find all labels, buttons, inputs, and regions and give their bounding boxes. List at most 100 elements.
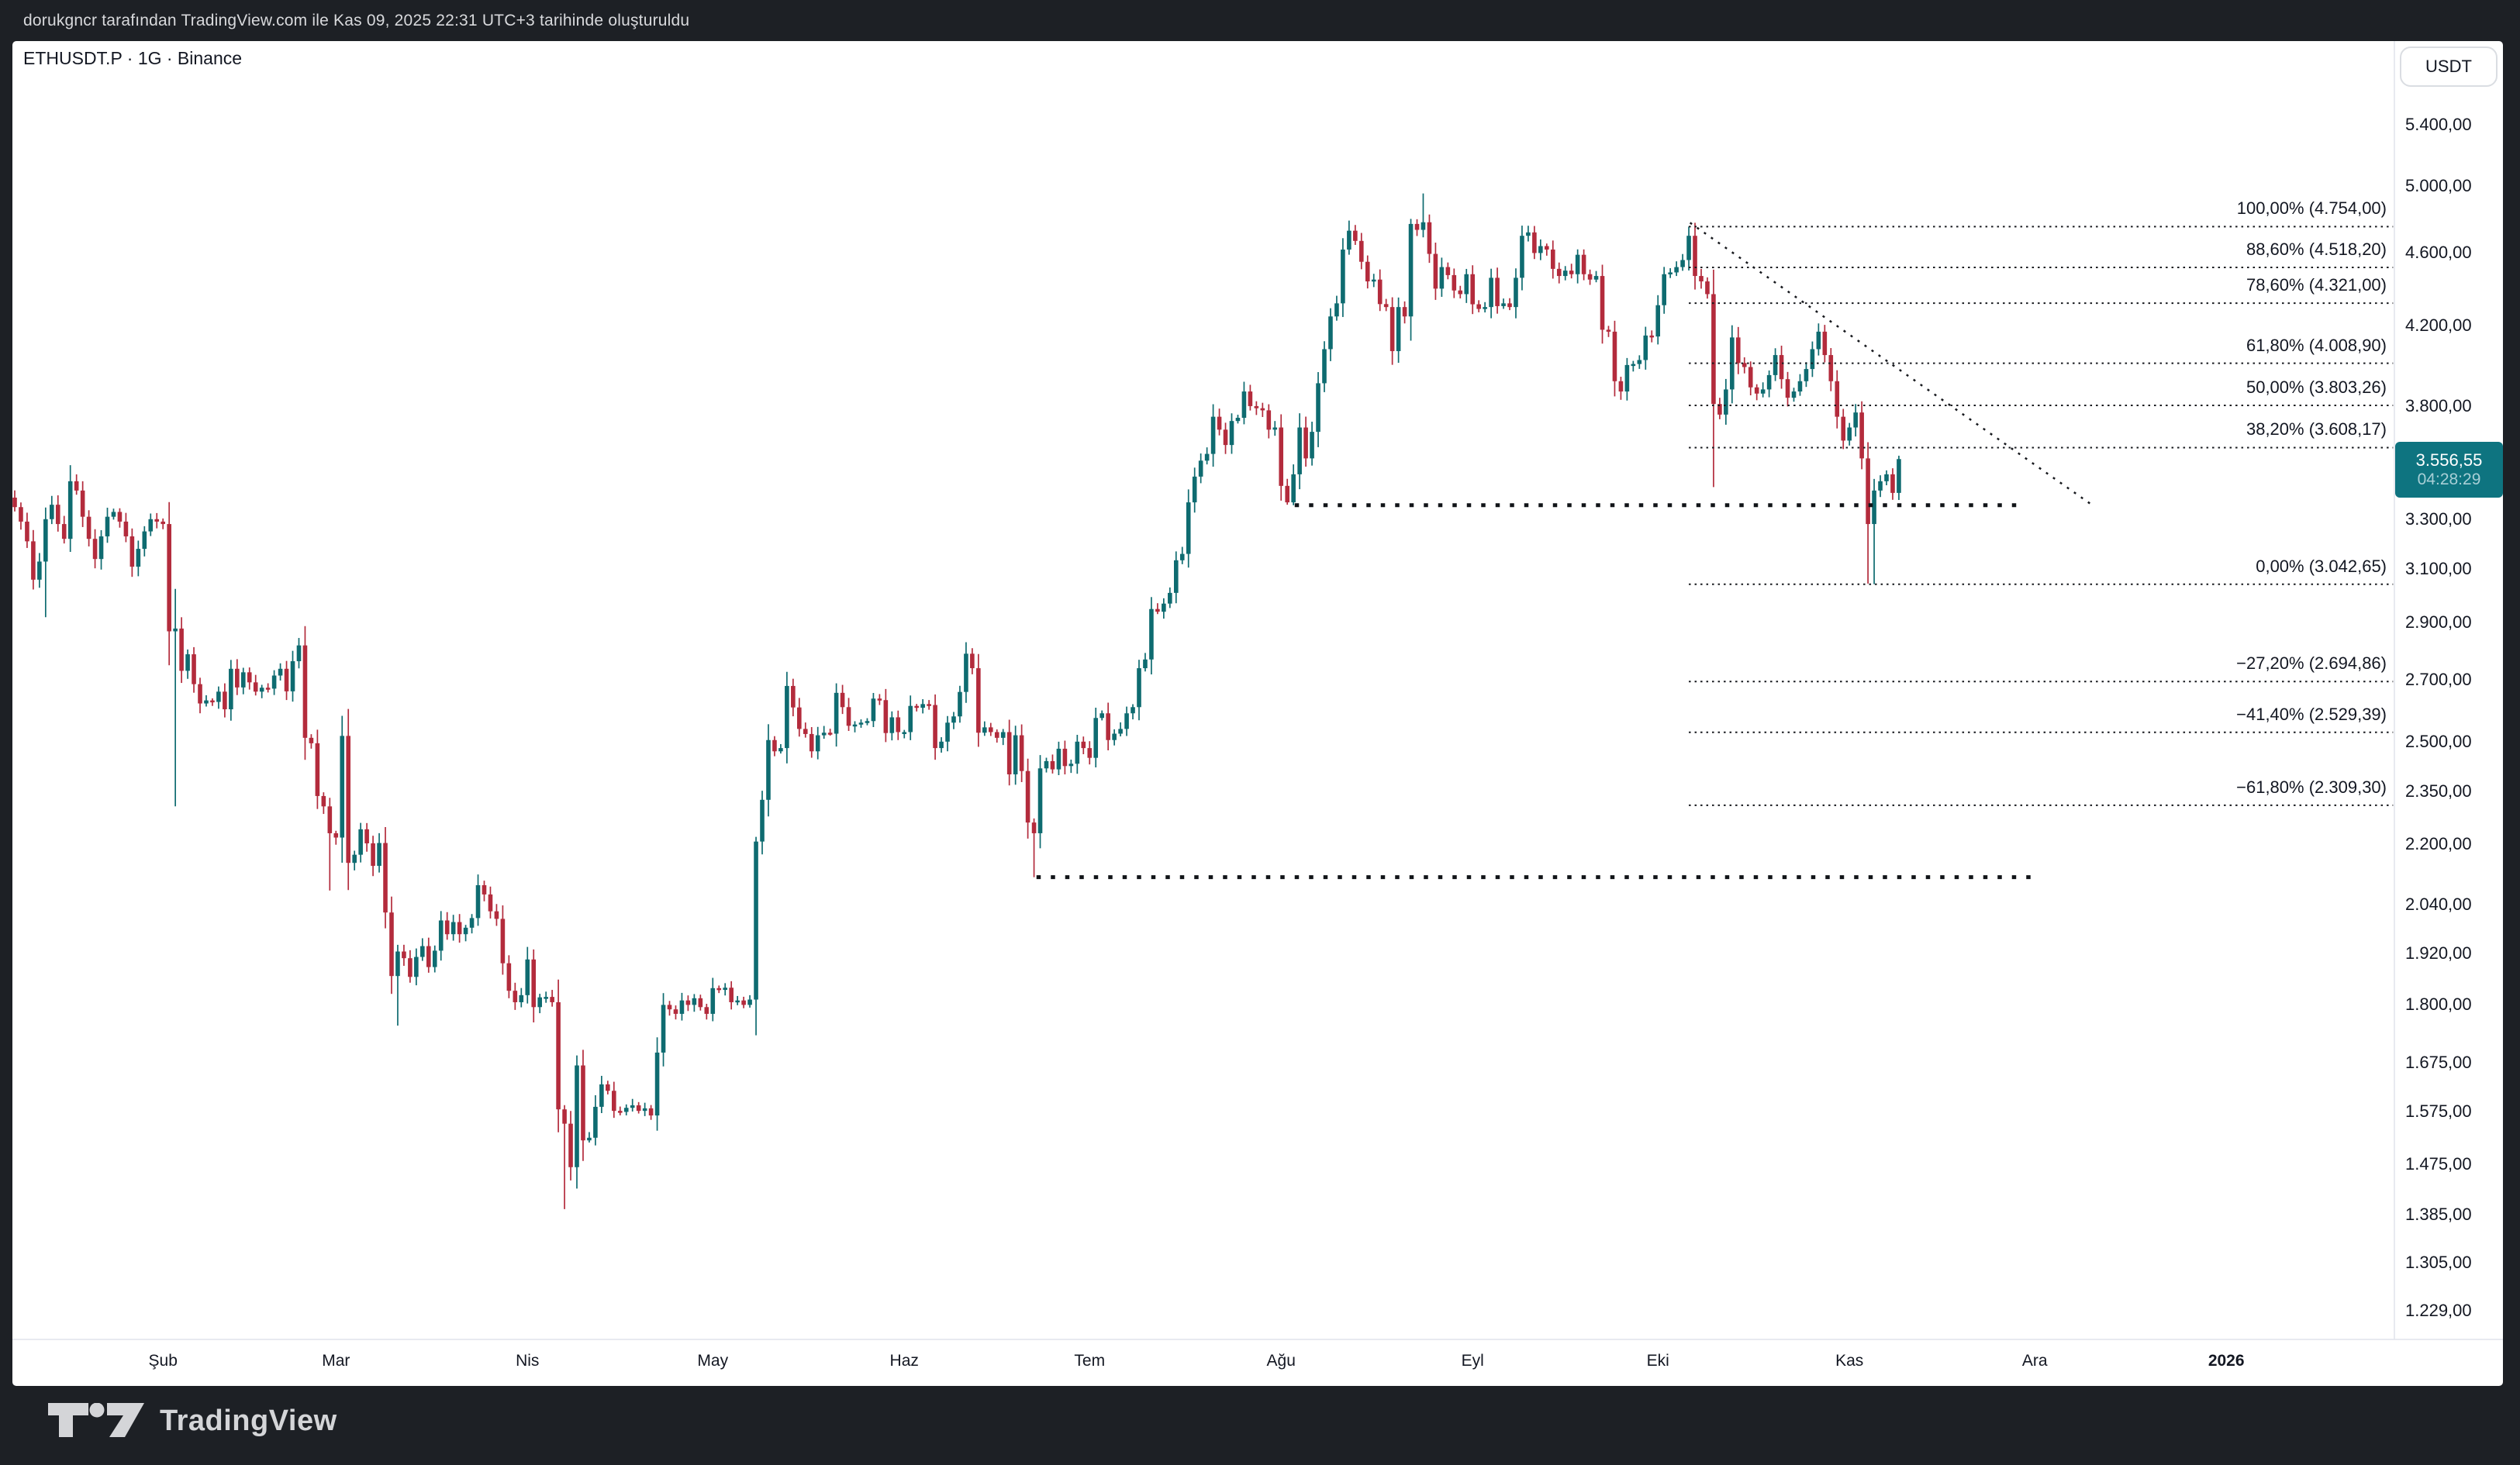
fib-level-label: 61,80% (4.008,90) — [2246, 335, 2387, 355]
candle-body — [1162, 603, 1166, 612]
candle-body — [358, 829, 363, 855]
candle-body — [654, 1052, 660, 1116]
price-axis-label[interactable]: 3.100,00 — [2405, 559, 2472, 579]
time-axis-label[interactable]: Tem — [1074, 1352, 1106, 1370]
time-axis-label[interactable]: Nis — [516, 1352, 540, 1370]
price-axis-label[interactable]: 1.475,00 — [2405, 1154, 2472, 1174]
time-axis-label[interactable]: Mar — [322, 1352, 350, 1370]
candle-body — [593, 1106, 598, 1138]
candle-body — [1427, 222, 1432, 254]
candle-body — [791, 685, 796, 708]
price-axis-label[interactable]: 5.400,00 — [2405, 114, 2472, 134]
candle-body — [61, 524, 67, 539]
price-axis-label[interactable]: 1.305,00 — [2405, 1252, 2472, 1272]
candle-body — [494, 911, 499, 919]
candle-body — [945, 722, 950, 742]
candle-body — [871, 698, 876, 722]
price-axis-label[interactable]: 1.800,00 — [2405, 994, 2472, 1015]
price-axis-label[interactable]: 2.700,00 — [2405, 670, 2472, 690]
fib-level-label: 78,60% (4.321,00) — [2246, 275, 2387, 295]
candle-body — [1637, 360, 1642, 364]
price-axis-label[interactable]: 2.500,00 — [2405, 731, 2472, 751]
candle-body — [630, 1105, 635, 1108]
fib-level-label: 50,00% (3.803,26) — [2246, 377, 2387, 398]
candle-body — [1797, 381, 1803, 392]
candle-body — [537, 997, 542, 1008]
candle-body — [1674, 267, 1679, 273]
candle-body — [852, 724, 858, 727]
candle-body — [988, 727, 993, 732]
time-axis-label[interactable]: Eki — [1646, 1352, 1669, 1370]
candle-body — [568, 1123, 573, 1167]
candle-body — [1328, 316, 1333, 350]
candle-body — [333, 832, 339, 838]
candle-body — [599, 1084, 604, 1107]
time-axis-label[interactable]: 2026 — [2208, 1352, 2245, 1370]
price-axis-label[interactable]: 2.040,00 — [2405, 895, 2472, 914]
price-axis-label[interactable]: 1.575,00 — [2405, 1101, 2472, 1122]
price-axis-label[interactable]: 2.900,00 — [2405, 612, 2472, 633]
candle-body — [1322, 349, 1327, 384]
price-axis-label[interactable]: 3.800,00 — [2405, 395, 2472, 415]
price-axis-label[interactable]: 1.229,00 — [2405, 1300, 2472, 1320]
price-axis-label[interactable]: 4.600,00 — [2405, 243, 2472, 263]
candle-body — [1556, 268, 1562, 277]
price-axis-label[interactable]: 2.200,00 — [2405, 833, 2472, 853]
candle-body — [1872, 490, 1876, 525]
price-axis-label[interactable]: 2.350,00 — [2405, 781, 2472, 801]
candle-body — [1507, 303, 1512, 308]
candle-body — [426, 946, 431, 967]
candle-body — [1717, 404, 1722, 415]
time-axis-label[interactable]: Şub — [148, 1352, 178, 1370]
time-axis-label[interactable]: May — [697, 1352, 729, 1370]
price-axis-label[interactable]: 1.920,00 — [2405, 943, 2472, 963]
price-axis-label[interactable]: 5.000,00 — [2405, 176, 2472, 196]
candle-body — [210, 700, 215, 703]
price-axis-label[interactable]: 1.385,00 — [2405, 1205, 2472, 1225]
candle-body — [50, 505, 54, 519]
time-axis-label[interactable]: Kas — [1835, 1352, 1864, 1370]
candle-body — [1562, 271, 1568, 277]
candle-body — [1897, 459, 1901, 493]
candle-body — [1433, 253, 1438, 289]
tradingview-logo-icon — [48, 1403, 144, 1437]
time-axis-label[interactable]: Ağu — [1266, 1352, 1296, 1370]
candle-body — [1760, 389, 1766, 394]
time-axis-label[interactable]: Eyl — [1461, 1352, 1484, 1370]
price-axis-label[interactable]: 4.200,00 — [2405, 315, 2472, 336]
candle-body — [1285, 485, 1290, 503]
candle-body — [192, 654, 196, 684]
candle-body — [1408, 223, 1414, 317]
candle-body — [772, 739, 777, 752]
candle-body — [1093, 718, 1099, 758]
candle-body — [185, 654, 190, 671]
price-axis-label[interactable]: 1.675,00 — [2405, 1052, 2472, 1072]
candle-body — [31, 541, 36, 580]
currency-toggle-button[interactable]: USDT — [2400, 47, 2498, 87]
candle-body — [1179, 553, 1185, 560]
time-axis-label[interactable]: Haz — [889, 1352, 919, 1370]
candle-body — [581, 1065, 585, 1141]
candle-body — [129, 536, 135, 567]
candle-body — [1593, 276, 1599, 280]
candle-body — [1217, 416, 1222, 430]
candle-body — [1618, 381, 1624, 392]
candle-body — [1575, 254, 1580, 274]
candle-body — [1853, 412, 1858, 428]
candle-body — [265, 688, 271, 690]
candle-body — [1050, 760, 1055, 770]
candle-body — [741, 1000, 746, 1005]
time-axis-label[interactable]: Ara — [2021, 1352, 2048, 1370]
candle-body — [414, 957, 419, 977]
candle-body — [105, 516, 110, 536]
candle-body — [1810, 349, 1815, 370]
candle-body — [575, 1065, 579, 1167]
fib-level-label: 0,00% (3.042,65) — [2256, 556, 2387, 576]
trendline[interactable] — [1689, 222, 2094, 507]
candle-body — [821, 732, 827, 736]
candle-body — [1371, 279, 1376, 282]
price-axis-label[interactable]: 3.300,00 — [2405, 508, 2472, 529]
candle-body — [939, 741, 944, 749]
candle-body — [827, 732, 833, 735]
